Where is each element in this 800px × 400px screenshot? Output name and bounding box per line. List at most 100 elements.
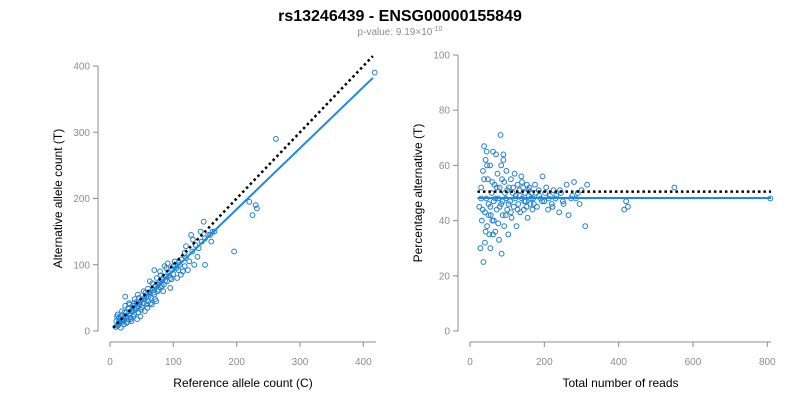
right-y-tick-label: 60 xyxy=(439,161,451,172)
right-data-point xyxy=(548,201,555,207)
left-data-point xyxy=(246,198,253,205)
right-data-point xyxy=(494,170,501,177)
right-y-tick-label: 0 xyxy=(444,327,450,338)
right-data-point xyxy=(524,214,531,221)
right-data-point xyxy=(479,206,486,213)
right-data-point xyxy=(493,151,499,158)
left-x-tick-label: 200 xyxy=(228,357,245,368)
allele-count-plot: 0 100 200 300 400 0 100 200 300 400 Reference alle… xyxy=(51,55,378,390)
left-data-point xyxy=(200,218,207,225)
right-data-point xyxy=(531,201,537,207)
left-data-point xyxy=(185,267,191,274)
right-data-point xyxy=(498,250,505,257)
left-x-tick-label: 300 xyxy=(292,357,309,368)
right-y-tick-label: 100 xyxy=(433,51,450,62)
right-data-point xyxy=(515,201,522,207)
right-data-point xyxy=(549,203,556,210)
right-data-point xyxy=(563,181,570,188)
right-data-point xyxy=(510,203,517,210)
right-data-point xyxy=(565,212,572,219)
right-data-point xyxy=(500,157,507,163)
left-x-axis-label: Reference allele count (C) xyxy=(173,376,312,390)
left-data-point xyxy=(249,212,256,219)
right-data-point xyxy=(550,187,557,194)
right-data-point xyxy=(498,162,505,169)
right-data-point xyxy=(495,220,502,227)
right-data-point xyxy=(505,201,512,207)
right-x-axis-label: Total number of reads xyxy=(562,376,678,390)
right-data-point xyxy=(482,228,489,235)
right-data-point xyxy=(476,203,483,210)
right-data-point xyxy=(527,201,534,207)
left-y-tick-label: 100 xyxy=(73,260,90,271)
left-x-tick-label: 0 xyxy=(107,357,113,368)
left-data-point xyxy=(371,69,378,76)
right-data-point xyxy=(486,231,493,238)
left-data-point xyxy=(160,288,167,295)
right-y-axis-label: Percentage alternative (T) xyxy=(411,124,425,263)
left-reference-line xyxy=(112,55,374,329)
left-data-point xyxy=(148,301,155,308)
left-data-point xyxy=(151,267,158,274)
right-data-point xyxy=(560,201,567,207)
left-data-point xyxy=(168,276,175,283)
right-data-point xyxy=(483,148,490,155)
right-y-tick-label: 80 xyxy=(439,106,451,117)
right-data-point xyxy=(582,223,589,230)
left-data-point xyxy=(178,271,184,278)
right-data-point xyxy=(490,148,496,155)
right-data-point xyxy=(497,132,504,138)
left-data-point xyxy=(231,248,238,255)
right-data-point xyxy=(529,206,536,213)
right-data-point xyxy=(485,212,492,219)
right-x-tick-label: 600 xyxy=(685,357,702,368)
left-data-point xyxy=(167,285,174,291)
right-x-tick-label: 0 xyxy=(467,357,473,368)
left-data-point xyxy=(181,263,188,270)
right-data-point xyxy=(482,239,488,246)
right-data-point xyxy=(478,184,485,191)
right-data-point xyxy=(508,214,515,221)
right-data-point xyxy=(479,217,485,224)
right-data-point xyxy=(539,173,546,180)
left-data-point xyxy=(194,253,201,260)
right-data-point xyxy=(571,179,577,185)
left-data-point xyxy=(191,261,198,268)
right-data-point xyxy=(623,198,629,205)
right-data-point xyxy=(511,170,518,177)
left-x-tick-label: 400 xyxy=(355,357,372,368)
right-x-tick-label: 800 xyxy=(759,357,776,368)
right-x-tick-label: 200 xyxy=(536,357,553,368)
right-data-point xyxy=(493,184,500,191)
left-data-point xyxy=(189,248,196,255)
right-data-point xyxy=(508,209,514,216)
left-data-point xyxy=(174,275,181,281)
left-data-point xyxy=(147,300,154,307)
left-data-point xyxy=(135,291,141,298)
right-data-point xyxy=(489,179,496,185)
left-data-point xyxy=(159,283,165,289)
right-data-point xyxy=(513,223,520,230)
left-data-point xyxy=(175,267,182,274)
right-data-point xyxy=(484,162,491,169)
right-data-point xyxy=(482,157,489,163)
left-data-point xyxy=(128,318,135,325)
right-data-point xyxy=(501,223,508,230)
right-data-point xyxy=(484,223,491,230)
left-data-point xyxy=(208,238,215,245)
right-data-point xyxy=(485,201,492,207)
p-value-text: p-value: 9.19×10 xyxy=(358,27,433,38)
right-data-point xyxy=(532,181,538,188)
left-data-point xyxy=(140,300,147,307)
right-data-point xyxy=(484,176,491,183)
right-data-point xyxy=(510,184,516,191)
right-data-point xyxy=(543,184,550,191)
right-data-point xyxy=(514,206,521,213)
right-data-point xyxy=(523,203,530,210)
left-fit-line xyxy=(112,77,374,330)
left-y-axis-label: Alternative allele count (T) xyxy=(51,129,65,268)
left-data-point xyxy=(186,258,193,265)
right-data-point xyxy=(481,176,488,183)
right-data-point xyxy=(557,187,563,194)
right-data-point xyxy=(621,206,628,213)
